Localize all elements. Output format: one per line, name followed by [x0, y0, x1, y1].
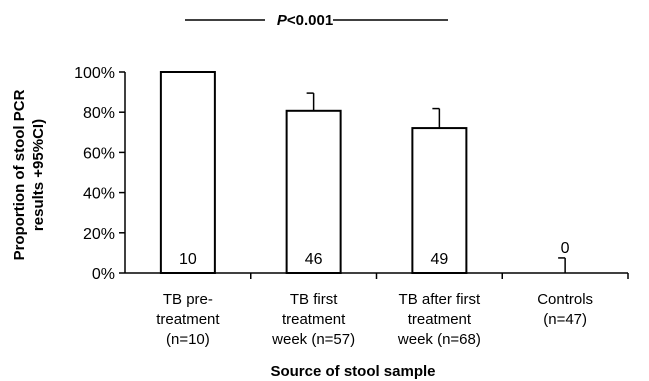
bars — [159, 71, 468, 274]
category-label: Controls — [537, 291, 593, 308]
category-label: TB after first — [399, 291, 482, 308]
bar — [285, 109, 342, 274]
category-label: (n=10) — [166, 331, 210, 348]
category-label: week (n=57) — [271, 331, 355, 348]
y-axis-title-line2: results +95%CI) — [30, 119, 47, 231]
y-tick-label: 40% — [83, 186, 115, 203]
x-axis-title: Source of stool sample — [270, 363, 435, 380]
bar-count-label: 49 — [430, 251, 448, 268]
y-tick-label: 0% — [92, 266, 115, 283]
bar-labels: 10 46 49 0 — [179, 240, 570, 268]
bar-count-label: 46 — [305, 251, 323, 268]
y-axis-title-line1: Proportion of stool PCR — [11, 89, 28, 260]
x-ticks — [250, 273, 629, 279]
category-label: treatment — [282, 311, 346, 328]
category-label: TB first — [290, 291, 338, 308]
bar-count-label: 10 — [179, 251, 197, 268]
y-tick-label: 80% — [83, 105, 115, 122]
y-ticks: 0% 20% 40% 60% 80% 100% — [74, 65, 125, 283]
y-tick-label: 100% — [74, 65, 115, 82]
category-label: TB pre- — [163, 291, 213, 308]
error-bars — [306, 92, 566, 273]
category-label: treatment — [408, 311, 472, 328]
bar-count-label: 0 — [561, 240, 570, 257]
significance-annotation: P<0.001 — [185, 12, 448, 29]
bar — [159, 71, 216, 274]
bar — [411, 127, 468, 274]
category-labels: TB pre-treatment (n=10) TB first treatment w… — [156, 291, 593, 348]
category-label: treatment — [156, 311, 220, 328]
category-label: (n=47) — [543, 311, 587, 328]
y-tick-label: 60% — [83, 145, 115, 162]
y-tick-label: 20% — [83, 226, 115, 243]
category-label: week (n=68) — [397, 331, 481, 348]
significance-text: P<0.001 — [277, 12, 333, 29]
